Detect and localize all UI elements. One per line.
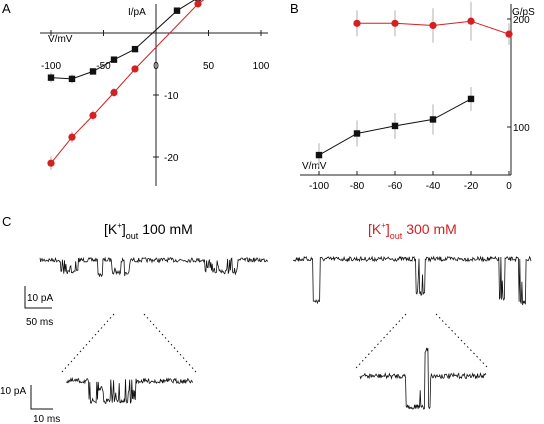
panel-label-b: B bbox=[290, 1, 299, 16]
conductance-control-point bbox=[429, 116, 437, 123]
iv-x-tick-label: 100 bbox=[253, 61, 270, 72]
iv-x-tick-label: -50 bbox=[96, 61, 111, 72]
iv-high_k-point bbox=[110, 88, 118, 97]
conductance-control-point bbox=[391, 122, 399, 130]
iv-high_k-point bbox=[131, 65, 139, 73]
iv-control-line bbox=[50, 0, 196, 80]
iv-y-axis-label: I/pA bbox=[128, 7, 146, 18]
iv-chart: -100-5005010010-10-20 V/mV I/pA bbox=[40, 0, 270, 186]
conductance-x-tick-label: -60 bbox=[388, 181, 403, 192]
scale-bar-top-y-label: 10 pA bbox=[27, 293, 53, 304]
conductance-control-point bbox=[353, 130, 361, 137]
conductance-high_k-point bbox=[429, 21, 437, 30]
iv-control-point bbox=[131, 45, 139, 53]
zoom-guide-left-b bbox=[143, 313, 197, 373]
conductance-x-tick-label: -100 bbox=[309, 181, 329, 192]
single-channel-traces: [K+]out 100 mM [K+]out 300 mM 10 pA 50 m… bbox=[0, 221, 532, 424]
scale-bar-bottom-x-label: 10 ms bbox=[33, 414, 60, 424]
iv-x-tick-label: -100 bbox=[41, 61, 61, 72]
conductance-chart: -100 -80 -60 -40 -20 0 200 100 V/mV G/pS bbox=[300, 1, 535, 192]
zoom-guide-left-a bbox=[61, 313, 115, 373]
iv-control-point bbox=[89, 68, 97, 75]
conductance-x-tick-label: -80 bbox=[350, 181, 365, 192]
iv-y-tick-label: -20 bbox=[164, 153, 179, 164]
iv-high_k-point bbox=[68, 133, 76, 141]
conductance-y-tick-label: 200 bbox=[513, 15, 530, 26]
zoom-guide-right-a bbox=[355, 313, 407, 369]
conductance-x-tick-label: 0 bbox=[506, 181, 512, 192]
trace-title-300mm: [K+]out 300 mM bbox=[368, 221, 457, 241]
trace-300mm-zoom bbox=[359, 347, 487, 410]
scale-bar-bottom bbox=[30, 385, 53, 410]
iv-x-tick-label: 50 bbox=[203, 61, 215, 72]
iv-y-tick-label: -10 bbox=[164, 91, 179, 102]
conductance-x-tick-label: -40 bbox=[426, 181, 441, 192]
trace-100mm-zoom bbox=[65, 376, 194, 404]
iv-x-tick-label: 0 bbox=[153, 61, 159, 72]
conductance-high_k-point bbox=[467, 17, 475, 25]
conductance-y-tick-label: 100 bbox=[513, 123, 530, 134]
trace-300mm bbox=[293, 255, 532, 306]
iv-control-point bbox=[110, 56, 118, 63]
iv-x-axis-label: V/mV bbox=[48, 34, 73, 45]
iv-control-point bbox=[173, 7, 181, 14]
scale-bar-top-x-label: 50 ms bbox=[26, 317, 53, 328]
zoom-guide-right-b bbox=[435, 313, 489, 369]
conductance-control-point bbox=[315, 151, 323, 159]
scale-bar-top bbox=[24, 286, 52, 309]
conductance-x-tick-label: -20 bbox=[464, 181, 479, 192]
scale-bar-bottom-y-label: 10 pA bbox=[0, 386, 26, 397]
trace-100mm bbox=[39, 256, 268, 278]
conductance-x-axis-label: V/mV bbox=[302, 161, 327, 172]
conductance-high_k-point bbox=[505, 30, 513, 38]
panel-label-c: C bbox=[2, 214, 11, 229]
trace-title-100mm: [K+]out 100 mM bbox=[104, 221, 193, 241]
iv-control-point bbox=[68, 75, 76, 83]
iv-high_k-point bbox=[194, 0, 202, 8]
iv-control-point bbox=[47, 74, 55, 81]
conductance-high_k-point bbox=[391, 19, 399, 27]
conductance-control-point bbox=[467, 95, 475, 103]
panel-label-a: A bbox=[2, 1, 11, 16]
conductance-y-axis-label: G/pS bbox=[512, 7, 535, 18]
conductance-high_k-point bbox=[353, 19, 361, 27]
iv-high_k-point bbox=[47, 159, 55, 167]
iv-high_k-point bbox=[89, 111, 97, 120]
